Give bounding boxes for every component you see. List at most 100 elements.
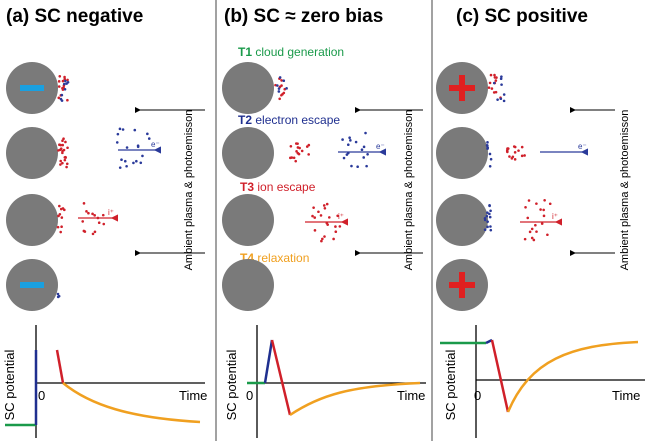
particle xyxy=(542,214,546,218)
particle xyxy=(495,76,498,79)
particle xyxy=(494,79,498,82)
particle xyxy=(59,230,63,234)
particle xyxy=(57,96,61,100)
stage: T1 cloud generation xyxy=(238,45,344,59)
particle xyxy=(66,78,69,82)
particle xyxy=(60,225,63,228)
stage-label: electron escape xyxy=(255,113,340,127)
particle xyxy=(517,149,520,152)
particle xyxy=(296,146,300,149)
particle xyxy=(334,230,338,234)
particle xyxy=(115,141,119,144)
particle xyxy=(125,164,128,168)
particle xyxy=(64,155,67,159)
particle xyxy=(277,87,281,90)
spacecraft xyxy=(222,127,274,179)
particle-label: i⁺ xyxy=(338,212,344,221)
particle xyxy=(313,216,317,219)
particle xyxy=(63,158,67,162)
particle xyxy=(527,199,531,202)
particle xyxy=(483,218,487,222)
particle xyxy=(59,207,63,211)
particle xyxy=(146,132,149,136)
particle xyxy=(56,295,60,299)
particle xyxy=(116,132,120,136)
particle xyxy=(63,88,67,91)
particle xyxy=(292,156,296,160)
panel-title: (b) SC ≈ zero bias xyxy=(224,6,383,27)
particle xyxy=(341,138,344,141)
particle xyxy=(56,292,60,296)
particle xyxy=(338,225,342,228)
particle xyxy=(489,157,493,161)
origin-label: 0 xyxy=(246,388,253,403)
particle xyxy=(323,206,327,210)
particle xyxy=(535,230,538,233)
particle xyxy=(311,214,314,218)
particle xyxy=(58,75,62,78)
particle xyxy=(325,202,329,206)
particle xyxy=(307,143,311,147)
particle xyxy=(508,155,511,158)
particle xyxy=(290,156,294,159)
particle xyxy=(342,156,346,160)
particle xyxy=(65,82,68,85)
x-axis-label: Time xyxy=(179,388,207,403)
particle xyxy=(489,73,493,77)
particle xyxy=(61,161,64,165)
plus-sign xyxy=(459,272,465,298)
particle xyxy=(530,236,534,240)
particle xyxy=(282,91,286,95)
particle-label: e⁻ xyxy=(578,142,587,151)
particle-label: e⁻ xyxy=(151,140,160,149)
particle xyxy=(348,136,351,140)
plots: SC potential Time 0 SC potential Time 0 … xyxy=(2,325,645,438)
particle xyxy=(488,204,491,208)
particle xyxy=(297,152,301,156)
particle xyxy=(66,146,69,150)
curve xyxy=(263,339,274,384)
particle xyxy=(97,221,101,225)
particle xyxy=(118,166,122,169)
particle xyxy=(123,159,127,163)
particle xyxy=(62,82,66,86)
particle xyxy=(546,233,549,237)
particle xyxy=(540,222,544,225)
particle xyxy=(132,161,135,165)
particle xyxy=(59,163,62,166)
particle xyxy=(490,87,494,90)
stage: T2 electron escape xyxy=(238,113,340,127)
spacecraft xyxy=(6,194,58,246)
particle xyxy=(312,206,315,209)
particle xyxy=(486,225,489,229)
particle xyxy=(295,150,298,153)
particle xyxy=(307,153,310,156)
spacecraft xyxy=(6,127,58,179)
particle xyxy=(65,162,69,166)
particle xyxy=(294,159,298,163)
particle xyxy=(125,146,129,149)
stage: T3 ion escape xyxy=(240,180,316,194)
particle xyxy=(58,204,61,208)
particle xyxy=(513,158,517,161)
panel-title: (c) SC positive xyxy=(456,6,588,27)
particle xyxy=(486,147,489,150)
particle xyxy=(328,216,331,219)
particle xyxy=(66,98,69,102)
curve xyxy=(490,339,510,413)
particle xyxy=(322,204,326,207)
particle xyxy=(57,80,61,83)
particle xyxy=(120,158,123,162)
particle xyxy=(492,91,496,94)
particle xyxy=(488,212,491,216)
particle xyxy=(513,151,517,154)
particle xyxy=(136,145,140,149)
particle xyxy=(91,232,95,236)
particle xyxy=(548,202,552,206)
particle xyxy=(83,230,87,233)
particle xyxy=(93,214,96,217)
particle xyxy=(277,90,281,93)
particle xyxy=(282,79,286,83)
side-label: Ambient plasma & photoemisson xyxy=(403,110,415,271)
